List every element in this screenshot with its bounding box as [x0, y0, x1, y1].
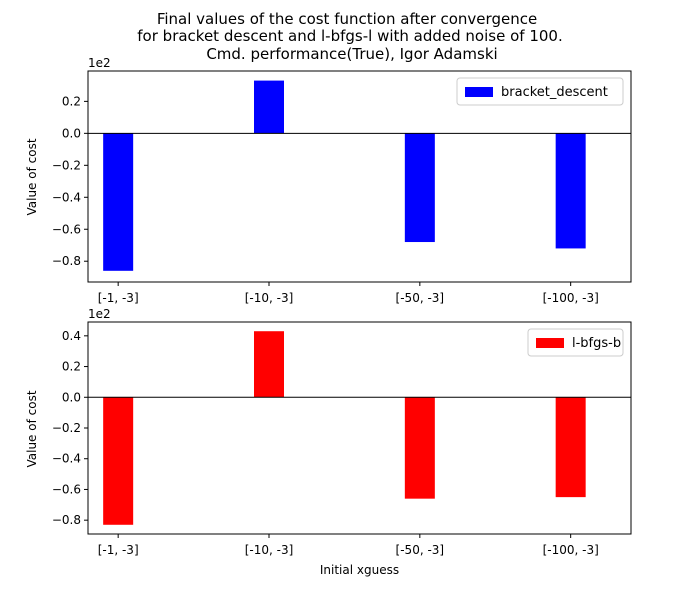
legend: bracket_descent: [456, 77, 624, 106]
y-tick-label: −0.2: [52, 158, 81, 172]
legend-box: [527, 328, 624, 357]
figure-title-line-3: Cmd. performance(True), Igor Adamski: [206, 45, 497, 63]
y-tick-label: −0.8: [52, 254, 81, 268]
axis-scale-label: 1e2: [88, 56, 111, 70]
y-tick-label: −0.6: [52, 482, 81, 496]
legend: l-bfgs-b: [527, 328, 624, 357]
legend-swatch: [465, 87, 493, 97]
y-tick-label: 0.2: [62, 360, 81, 374]
bar-bracket-descent-3: [404, 133, 435, 243]
y-tick-label: 0.4: [62, 329, 81, 343]
x-tick-label: [-50, -3]: [396, 543, 445, 557]
legend-label: l-bfgs-b: [572, 336, 621, 351]
bar-l-bfgs-b-1: [103, 397, 134, 525]
legend-label: bracket_descent: [501, 85, 608, 100]
axis-scale-label: 1e2: [88, 307, 111, 321]
axes-frame: [87, 70, 632, 283]
y-tick-label: −0.2: [52, 421, 81, 435]
x-tick-label: [-10, -3]: [245, 291, 294, 305]
bar-l-bfgs-b-4: [555, 397, 586, 498]
y-tick-label: −0.4: [52, 452, 81, 466]
x-tick-label: [-100, -3]: [543, 291, 599, 305]
y-axis-label: Value of cost: [25, 138, 39, 215]
bar-l-bfgs-b-2: [254, 331, 284, 398]
bar-bracket-descent-4: [555, 133, 586, 249]
subplot-bracket-descent: −0.8 −0.6 −0.4 −0.2 0.0 0.2 [-1, -3] [-10, -3] […: [25, 56, 632, 305]
y-tick-label: −0.6: [52, 222, 81, 236]
figure-title-line-2: for bracket descent and l-bfgs-l with ad…: [137, 27, 562, 45]
bar-bracket-descent-1: [103, 133, 134, 271]
subplot-l-bfgs-b: −0.8 −0.6 −0.4 −0.2 0.0 0.2 0.4 [-1, -3] [-10, -…: [25, 307, 632, 577]
figure-title-line-1: Final values of the cost function after …: [157, 10, 537, 28]
x-axis-label: Initial xguess: [320, 563, 399, 577]
figure-title: Final values of the cost function after …: [137, 10, 562, 63]
y-tick-label: 0.2: [62, 94, 81, 108]
legend-box: [456, 77, 624, 106]
y-tick-label: −0.4: [52, 190, 81, 204]
x-tick-label: [-1, -3]: [98, 291, 139, 305]
x-tick-label: [-50, -3]: [396, 291, 445, 305]
bar-bracket-descent-2: [254, 80, 284, 134]
x-tick-label: [-10, -3]: [245, 543, 294, 557]
y-tick-label: 0.0: [62, 390, 81, 404]
x-tick-label: [-1, -3]: [98, 543, 139, 557]
bar-l-bfgs-b-3: [404, 397, 435, 499]
x-tick-label: [-100, -3]: [543, 543, 599, 557]
y-tick-label: 0.0: [62, 126, 81, 140]
legend-swatch: [536, 338, 564, 348]
y-axis-label: Value of cost: [25, 390, 39, 467]
y-tick-label: −0.8: [52, 513, 81, 527]
